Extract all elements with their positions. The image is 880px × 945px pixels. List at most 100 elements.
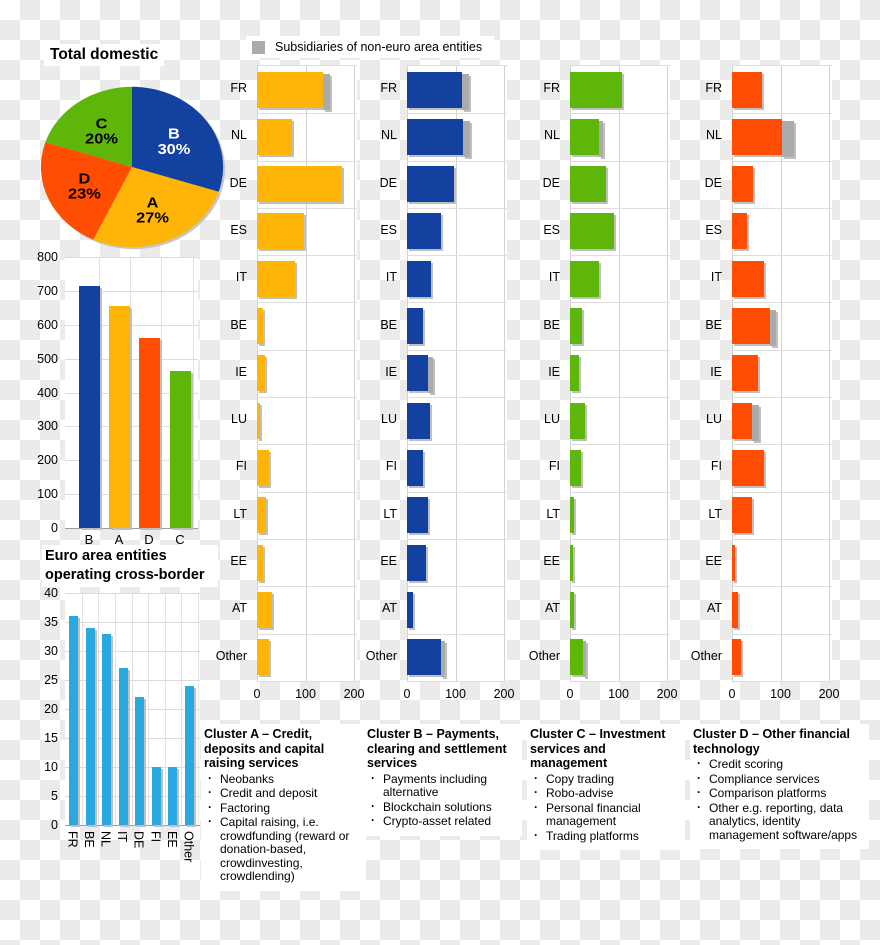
legend: Subsidiaries of non-euro area entities (246, 36, 495, 58)
country-label-EE: EE (380, 554, 397, 568)
clusterA-plot-area (257, 65, 357, 682)
legend-label: Subsidiaries of non-euro area entities (275, 40, 483, 54)
country-label-AT: AT (381, 601, 397, 616)
x-tick-label: 200 (343, 686, 365, 701)
bar-BE (257, 308, 263, 344)
grid-line (65, 494, 198, 496)
hbar-row-IE (407, 350, 507, 399)
bullet-item: Personal financial management (530, 801, 681, 829)
x-tick-label: 200 (656, 686, 678, 701)
country-label-DE: DE (229, 175, 247, 190)
hbar-row-Other (257, 634, 357, 682)
hbar-row-LT (257, 492, 357, 540)
clusterB-plot-area (407, 65, 507, 682)
bar-BE (85, 627, 95, 825)
bar-LU (570, 402, 585, 439)
bar-LU (407, 402, 431, 439)
country-label-AT: AT (544, 601, 560, 616)
country-label-IE: IE (235, 364, 247, 379)
country-label-FI: FI (710, 459, 722, 474)
country-label-LT: LT (233, 506, 247, 521)
country-label-IE: IE (710, 364, 722, 379)
bar-Other (732, 639, 742, 676)
x-tick-label-A: A (114, 532, 124, 547)
bar-FR (257, 71, 324, 108)
country-label-ES: ES (705, 222, 722, 237)
hbar-row-LT (570, 492, 670, 540)
bar-NL (570, 118, 600, 155)
y-tick-label: 0 (51, 818, 58, 832)
bar-subsidiaries-NL (599, 120, 604, 157)
country-label-EE: EE (543, 554, 560, 568)
grid-line (65, 426, 198, 428)
y-tick-label: 20 (44, 702, 58, 716)
bullet-item: Capital raising, i.e. crowdfunding (rewa… (204, 815, 362, 884)
country-label-Other: Other (365, 648, 397, 663)
bullet-item: Comparison platforms (693, 786, 865, 801)
grid-line (455, 66, 457, 681)
cluster-description-B: Cluster B – Payments, clearing and settl… (364, 724, 522, 836)
bar-ES (407, 213, 441, 250)
y-tick-label: 5 (51, 789, 58, 803)
cluster-description-title: Cluster A – Credit, deposits and capital… (204, 727, 325, 770)
grid-line (193, 257, 194, 528)
cluster-description-title: Cluster B – Payments, clearing and settl… (367, 727, 507, 770)
country-label-DE: DE (379, 175, 397, 190)
country-label-NL: NL (231, 128, 247, 143)
bar-IE (257, 355, 265, 392)
hbar-row-BE (732, 303, 832, 351)
cluster-description-list: Credit scoringCompliance servicesCompari… (693, 757, 865, 842)
hbar-row-NL (407, 113, 507, 162)
bullet-item: Factoring (204, 801, 362, 816)
grid-line (65, 257, 198, 258)
grid-line (65, 651, 200, 652)
bar-subsidiaries-LU (751, 404, 759, 441)
country-label-LT: LT (708, 506, 722, 521)
grid-line (197, 593, 199, 825)
bar-Other (257, 639, 269, 676)
grid-line (98, 593, 100, 825)
hbar-row-LU (570, 397, 670, 446)
bullet-item: Credit scoring (693, 757, 865, 772)
x-tick-label: 200 (818, 686, 840, 701)
x-tick-label-BE: BE (82, 831, 96, 848)
cluster-description-title: Cluster D – Other financial technology (693, 727, 850, 756)
country-label-Other: Other (215, 648, 247, 663)
grid-line (115, 593, 116, 825)
hbar-row-IE (570, 350, 670, 399)
pie-slice-label-A: A 27% (136, 195, 169, 226)
bar-EE (407, 544, 427, 581)
grid-line (780, 66, 782, 681)
y-tick-label: 300 (37, 419, 58, 434)
bar-FR (732, 71, 762, 108)
x-tick-label: 0 (566, 686, 574, 701)
x-tick-label-C: C (175, 532, 185, 547)
y-tick-label: 10 (44, 760, 58, 774)
cluster-description-A: Cluster A – Credit, deposits and capital… (201, 724, 366, 891)
pie-slice-B (132, 86, 224, 192)
country-label-IE: IE (385, 364, 397, 379)
hbar-row-IT (570, 255, 670, 304)
country-label-ES: ES (380, 222, 397, 237)
bar-DE (135, 697, 145, 825)
bar-NL (102, 633, 112, 825)
hbar-row-NL (257, 113, 357, 162)
x-tick-label-DE: DE (131, 831, 146, 849)
grid-line (81, 593, 83, 825)
pie-slice-A (93, 167, 219, 248)
grid-line (65, 767, 200, 768)
grid-line (65, 709, 200, 710)
grid-line (65, 593, 200, 594)
bullet-item: Crypto-asset related (367, 814, 518, 829)
hbar-row-FR (257, 66, 357, 115)
hbar-row-FR (407, 66, 507, 115)
x-tick-label: 100 (295, 686, 316, 701)
country-label-FI: FI (548, 459, 560, 474)
bar-B (78, 285, 100, 528)
country-label-LT: LT (383, 506, 397, 521)
grid-line (65, 324, 198, 326)
y-tick-label: 0 (51, 521, 58, 535)
x-tick-label-FR: FR (65, 831, 80, 848)
bar-A (108, 306, 130, 528)
